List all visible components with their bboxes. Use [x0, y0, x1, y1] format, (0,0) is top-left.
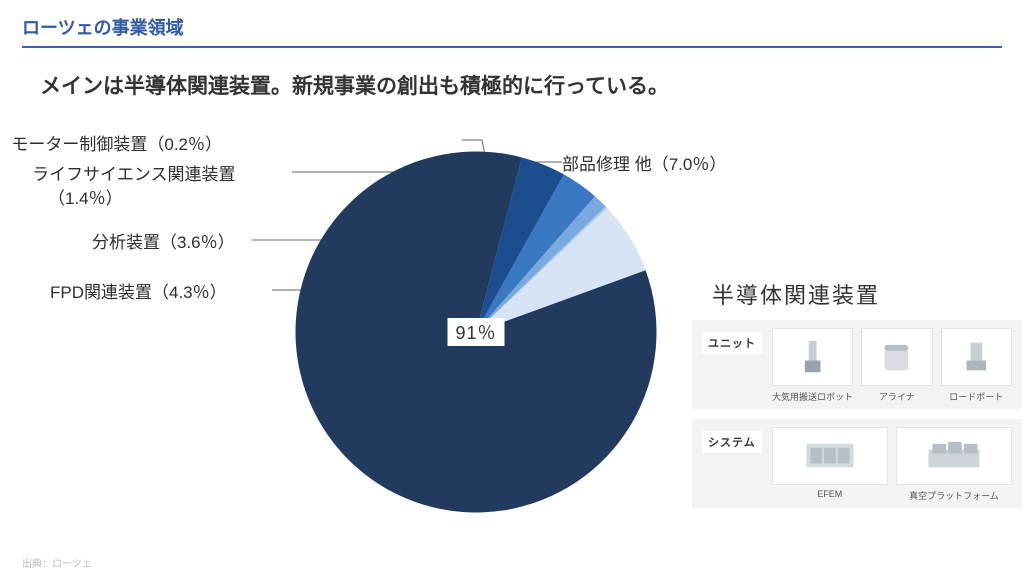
panel-unit-tag: ユニット [702, 332, 762, 354]
efem-icon [772, 427, 888, 485]
card-robot: 大気用搬送ロボット [772, 328, 853, 403]
pie-center-label: 91％ [447, 318, 504, 346]
label-analysis: 分析装置（3.6％） [92, 228, 235, 253]
source-text: 出典：ローツェ [22, 555, 92, 570]
card-aligner: アライナ [861, 328, 933, 403]
panel-system-tag: システム [702, 431, 762, 453]
label-motor: モーター制御装置（0.2％） [11, 130, 222, 155]
label-fpd: FPD関連装置（4.3％） [50, 278, 227, 303]
label-parts: 部品修理 他（7.0％） [562, 150, 726, 175]
pie-chart: 91％ [286, 142, 666, 522]
panel-unit: ユニット 大気用搬送ロボット アライナ [692, 320, 1022, 409]
card-loadport-caption: ロードポート [949, 390, 1003, 403]
label-life: ライフサイエンス関連装置 [32, 160, 236, 185]
panel-system: システム EFEM 真空プラットフォーム [692, 419, 1022, 508]
label-life-pct: （1.4％） [48, 184, 123, 209]
card-efem: EFEM [772, 427, 888, 502]
vacuum-icon [896, 427, 1012, 485]
loadport-icon [941, 328, 1013, 386]
robot-icon [772, 328, 853, 386]
subtitle: メインは半導体関連装置。新規事業の創出も積極的に行っている。 [40, 70, 1002, 100]
card-loadport: ロードポート [941, 328, 1013, 403]
card-vacuum: 真空プラットフォーム [896, 427, 1012, 502]
aligner-icon [861, 328, 933, 386]
page-title: ローツェの事業領域 [22, 14, 1002, 48]
card-robot-caption: 大気用搬送ロボット [772, 390, 853, 403]
product-panels: ユニット 大気用搬送ロボット アライナ [692, 320, 1022, 518]
card-vacuum-caption: 真空プラットフォーム [909, 489, 999, 502]
card-efem-caption: EFEM [817, 489, 842, 499]
segment-title: 半導体関連装置 [712, 278, 880, 310]
card-aligner-caption: アライナ [879, 390, 915, 403]
content-area: 91％ 部品修理 他（7.0％） モーター制御装置（0.2％） ライフサイエンス… [22, 100, 1002, 540]
